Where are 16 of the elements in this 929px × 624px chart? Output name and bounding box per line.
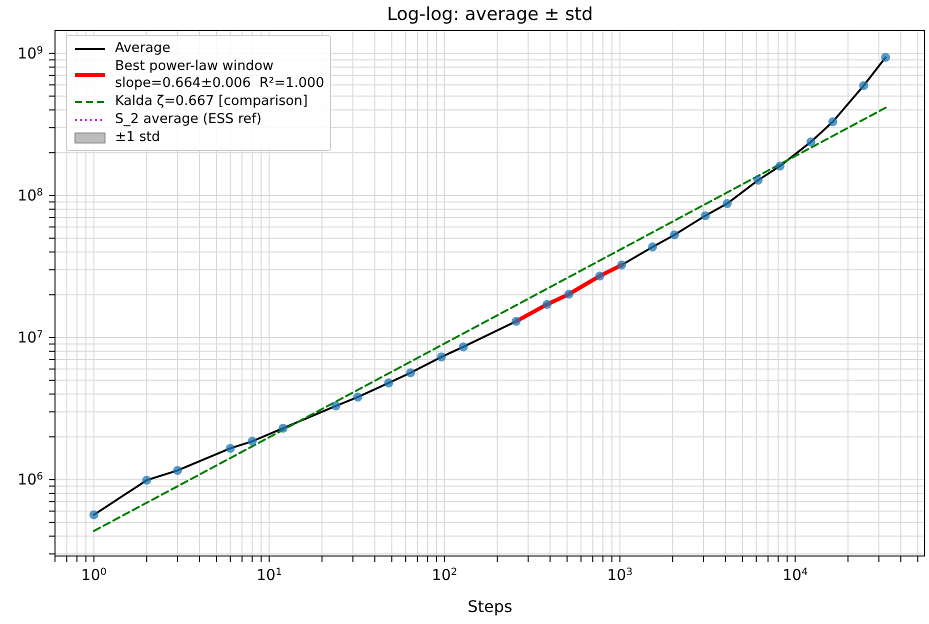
y-tick-label: 10$^{9}$ <box>18 44 43 62</box>
y-tick-label: 10$^{7}$ <box>18 328 43 347</box>
y-tick-label: 10$^{8}$ <box>18 186 43 204</box>
x-tick-label: 10$^{4}$ <box>782 566 808 584</box>
x-tick-label: 10$^{1}$ <box>256 566 282 584</box>
y-tick-label: 10$^{6}$ <box>18 470 43 489</box>
chart-title: Log-log: average ± std <box>386 4 594 25</box>
x-tick-label: 10$^{0}$ <box>81 566 107 584</box>
legend-label: Best power-law window slope=0.664±0.006 R²=1.000 <box>115 58 324 92</box>
legend-label: Kalda ζ=0.667 [comparison] <box>115 93 308 110</box>
x-axis-title: Steps <box>468 597 512 616</box>
legend-label: S_2 average (ESS ref) <box>115 111 262 128</box>
legend-label: Average <box>115 40 170 57</box>
legend-label: ±1 std <box>115 129 160 146</box>
x-tick-label: 10$^{2}$ <box>432 566 458 584</box>
x-tick-label: 10$^{3}$ <box>607 566 633 584</box>
